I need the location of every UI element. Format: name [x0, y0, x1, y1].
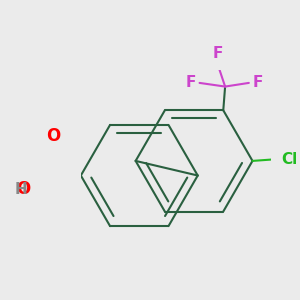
Text: Cl: Cl — [281, 152, 297, 166]
Text: H: H — [14, 182, 27, 197]
Text: F: F — [185, 75, 196, 90]
Text: F: F — [253, 75, 263, 90]
Text: O: O — [16, 180, 31, 198]
Text: F: F — [213, 46, 223, 61]
Text: O: O — [46, 128, 61, 146]
